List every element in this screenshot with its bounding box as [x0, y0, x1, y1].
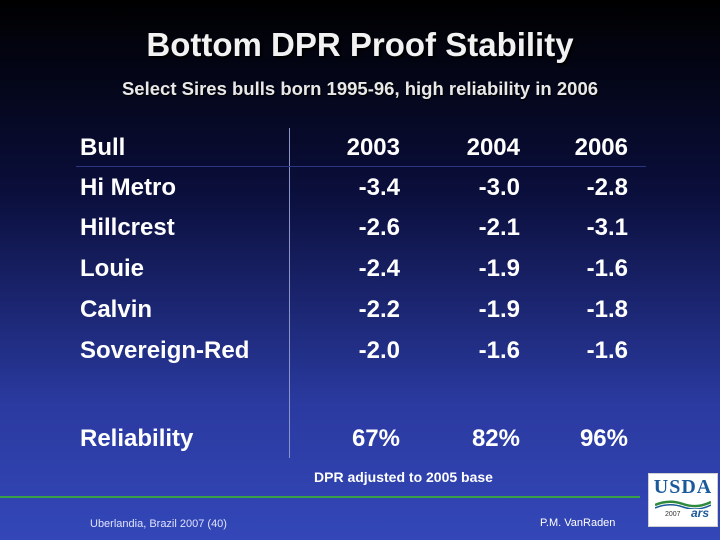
header-divider: [76, 166, 646, 167]
base-note: DPR adjusted to 2005 base: [314, 469, 493, 485]
row-name: Louie: [80, 255, 144, 282]
reliability-value: 96%: [579, 425, 628, 452]
header-year-2004: 2004: [466, 134, 520, 161]
row-value: -1.9: [478, 296, 520, 323]
header-year-2006: 2006: [574, 134, 628, 161]
logo-year: 2007: [665, 511, 681, 518]
column-divider: [289, 128, 290, 458]
reliability-label: Reliability: [80, 425, 194, 452]
row-value: -3.1: [586, 214, 628, 241]
row-value: -3.0: [478, 174, 520, 201]
reliability-value: 82%: [471, 425, 520, 452]
footer-location: Uberlandia, Brazil 2007 (40): [90, 518, 227, 530]
row-name: Sovereign-Red: [80, 337, 250, 364]
row-name: Calvin: [80, 296, 153, 323]
usda-logo: USDA 2007 ars: [648, 473, 718, 527]
row-value: -1.6: [586, 255, 628, 282]
usda-logo-swoosh-icon: [655, 500, 711, 509]
row-value: -1.6: [586, 337, 628, 364]
footer-author: P.M. VanRaden: [540, 517, 616, 529]
slide-title: Bottom DPR Proof Stability: [146, 26, 574, 63]
row-value: -1.6: [478, 337, 520, 364]
row-value: -2.0: [358, 337, 400, 364]
row-value: -2.1: [478, 214, 520, 241]
usda-logo-text: USDA: [653, 476, 713, 498]
row-value: -1.9: [478, 255, 520, 282]
row-name: Hi Metro: [80, 174, 176, 201]
header-year-2003: 2003: [346, 134, 400, 161]
row-name: Hillcrest: [80, 214, 175, 241]
ars-mark: ars: [691, 506, 710, 520]
row-value: -2.8: [586, 174, 628, 201]
row-value: -2.4: [358, 255, 400, 282]
row-value: -1.8: [586, 296, 628, 323]
footer-divider: [0, 496, 640, 498]
header-bull: Bull: [80, 134, 126, 161]
row-value: -2.6: [358, 214, 400, 241]
row-value: -3.4: [358, 174, 400, 201]
slide-subtitle: Select Sires bulls born 1995-96, high re…: [121, 78, 599, 99]
reliability-value: 67%: [351, 425, 400, 452]
row-value: -2.2: [358, 296, 400, 323]
